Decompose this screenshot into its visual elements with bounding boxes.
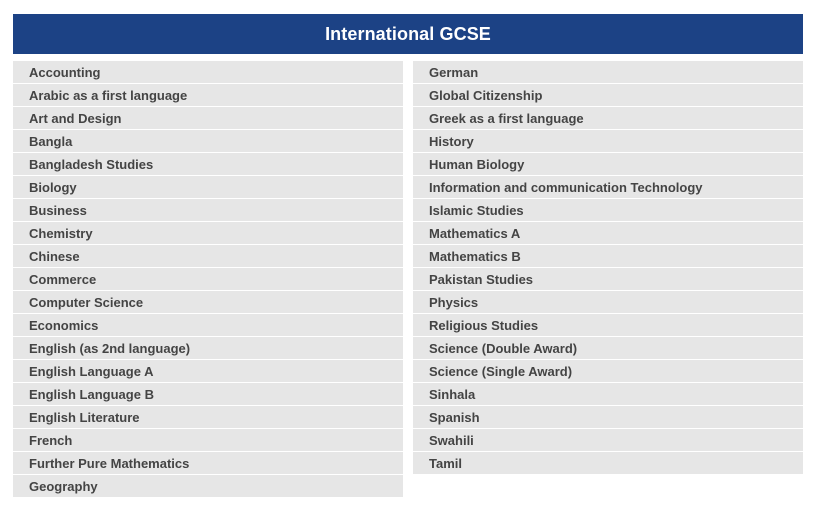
list-item: Science (Single Award) bbox=[413, 360, 803, 383]
list-item: Human Biology bbox=[413, 153, 803, 176]
list-item: French bbox=[13, 429, 403, 452]
list-item: History bbox=[413, 130, 803, 153]
list-item: Accounting bbox=[13, 61, 403, 84]
list-item: Sinhala bbox=[413, 383, 803, 406]
list-item: Bangladesh Studies bbox=[13, 153, 403, 176]
list-item: Greek as a first language bbox=[413, 107, 803, 130]
list-item: Science (Double Award) bbox=[413, 337, 803, 360]
list-item: Chinese bbox=[13, 245, 403, 268]
list-item: Global Citizenship bbox=[413, 84, 803, 107]
list-item: Economics bbox=[13, 314, 403, 337]
list-item: English Language A bbox=[13, 360, 403, 383]
list-item: Further Pure Mathematics bbox=[13, 452, 403, 475]
list-item: Islamic Studies bbox=[413, 199, 803, 222]
subject-list-right: German Global Citizenship Greek as a fir… bbox=[413, 61, 803, 475]
list-item: Chemistry bbox=[13, 222, 403, 245]
list-item: Pakistan Studies bbox=[413, 268, 803, 291]
list-item: Art and Design bbox=[13, 107, 403, 130]
list-item: Arabic as a first language bbox=[13, 84, 403, 107]
list-item: Religious Studies bbox=[413, 314, 803, 337]
list-item: Geography bbox=[13, 475, 403, 498]
list-item: Mathematics A bbox=[413, 222, 803, 245]
list-item: Spanish bbox=[413, 406, 803, 429]
list-item: Information and communication Technology bbox=[413, 176, 803, 199]
list-item: Computer Science bbox=[13, 291, 403, 314]
list-item: Commerce bbox=[13, 268, 403, 291]
list-item: Physics bbox=[413, 291, 803, 314]
list-item: German bbox=[413, 61, 803, 84]
list-item: English Literature bbox=[13, 406, 403, 429]
list-item: Mathematics B bbox=[413, 245, 803, 268]
list-item: Business bbox=[13, 199, 403, 222]
list-item: English Language B bbox=[13, 383, 403, 406]
list-item: Biology bbox=[13, 176, 403, 199]
table-header: International GCSE bbox=[13, 14, 803, 54]
list-item: Swahili bbox=[413, 429, 803, 452]
page-title: International GCSE bbox=[325, 23, 491, 44]
list-item: English (as 2nd language) bbox=[13, 337, 403, 360]
list-item: Bangla bbox=[13, 130, 403, 153]
list-item: Tamil bbox=[413, 452, 803, 475]
subject-list-left: Accounting Arabic as a first language Ar… bbox=[13, 61, 403, 498]
